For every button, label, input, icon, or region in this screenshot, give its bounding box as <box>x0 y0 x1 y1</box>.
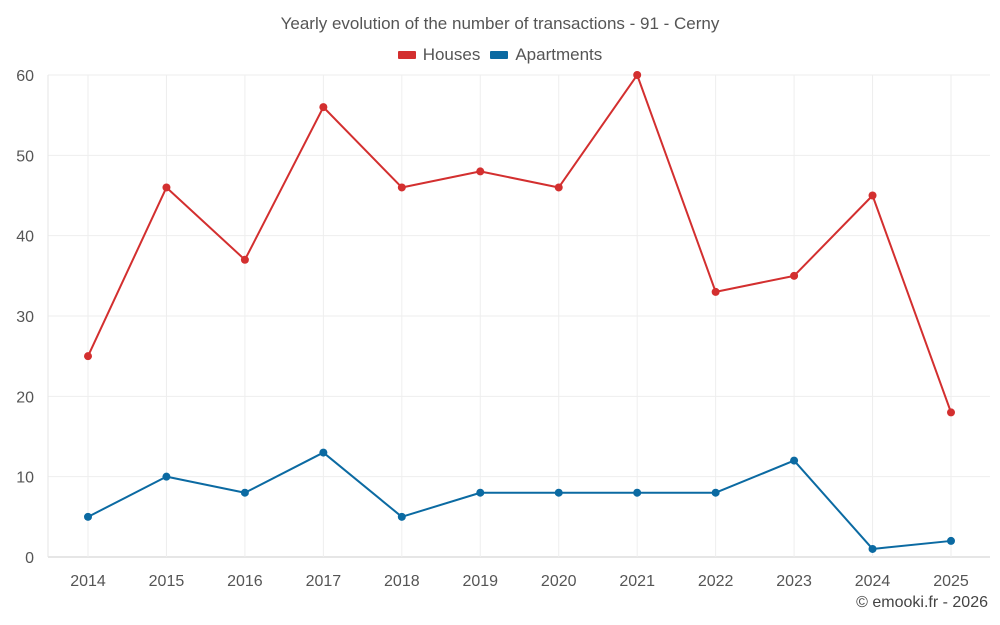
x-tick-label: 2021 <box>619 573 655 590</box>
y-tick-label: 10 <box>16 470 34 487</box>
y-tick-label: 60 <box>16 68 34 85</box>
data-point-houses-2023 <box>790 271 799 280</box>
data-point-houses-2016 <box>240 255 249 264</box>
y-tick-label: 20 <box>16 389 34 406</box>
x-tick-label: 2025 <box>933 573 969 590</box>
x-tick-label: 2014 <box>70 573 106 590</box>
data-point-houses-2025 <box>947 408 955 417</box>
data-point-apartments-2024 <box>868 544 877 553</box>
series-line-apartments <box>87 451 952 550</box>
x-tick-label: 2023 <box>776 573 812 590</box>
data-point-apartments-2019 <box>476 488 485 497</box>
data-point-apartments-2020 <box>554 488 563 497</box>
data-point-apartments-2016 <box>240 488 249 497</box>
data-point-houses-2021 <box>633 71 642 79</box>
x-tick-label: 2024 <box>855 573 891 590</box>
data-point-houses-2020 <box>554 183 563 192</box>
x-tick-label: 2015 <box>149 573 185 590</box>
data-point-apartments-2022 <box>711 488 720 497</box>
copyright-credit: © emooki.fr - 2026 <box>856 594 988 611</box>
legend-item-houses[interactable]: Houses <box>397 45 481 65</box>
data-point-houses-2014 <box>84 352 92 361</box>
y-tick-label: 30 <box>16 309 34 326</box>
data-point-houses-2017 <box>319 103 328 112</box>
x-tick-label: 2020 <box>541 573 577 590</box>
series-line-houses <box>87 74 952 413</box>
legend-label-houses: Houses <box>422 45 481 64</box>
data-point-apartments-2014 <box>84 512 92 521</box>
data-point-apartments-2021 <box>633 488 642 497</box>
x-tick-label: 2016 <box>227 573 263 590</box>
chart-legend: Houses Apartments <box>0 45 1000 65</box>
x-tick-label: 2019 <box>462 573 498 590</box>
legend-label-apartments: Apartments <box>515 45 603 64</box>
x-tick-label: 2017 <box>306 573 342 590</box>
legend-swatch-apartments <box>490 51 509 59</box>
legend-swatch-houses <box>397 51 416 59</box>
data-point-houses-2015 <box>162 183 171 192</box>
data-point-apartments-2023 <box>790 456 799 465</box>
data-point-houses-2022 <box>711 287 720 296</box>
data-point-apartments-2017 <box>319 448 328 457</box>
data-point-houses-2018 <box>397 183 406 192</box>
y-tick-label: 40 <box>16 229 34 246</box>
x-tick-label: 2022 <box>698 573 734 590</box>
y-tick-label: 50 <box>16 148 34 165</box>
data-point-apartments-2018 <box>397 512 406 521</box>
data-point-apartments-2015 <box>162 472 171 481</box>
data-point-houses-2019 <box>476 167 485 176</box>
legend-item-apartments[interactable]: Apartments <box>490 45 602 65</box>
chart-title: Yearly evolution of the number of transa… <box>280 14 720 33</box>
data-point-apartments-2025 <box>947 536 955 545</box>
data-point-houses-2024 <box>868 191 877 200</box>
y-tick-label: 0 <box>25 550 34 567</box>
x-tick-label: 2018 <box>384 573 420 590</box>
